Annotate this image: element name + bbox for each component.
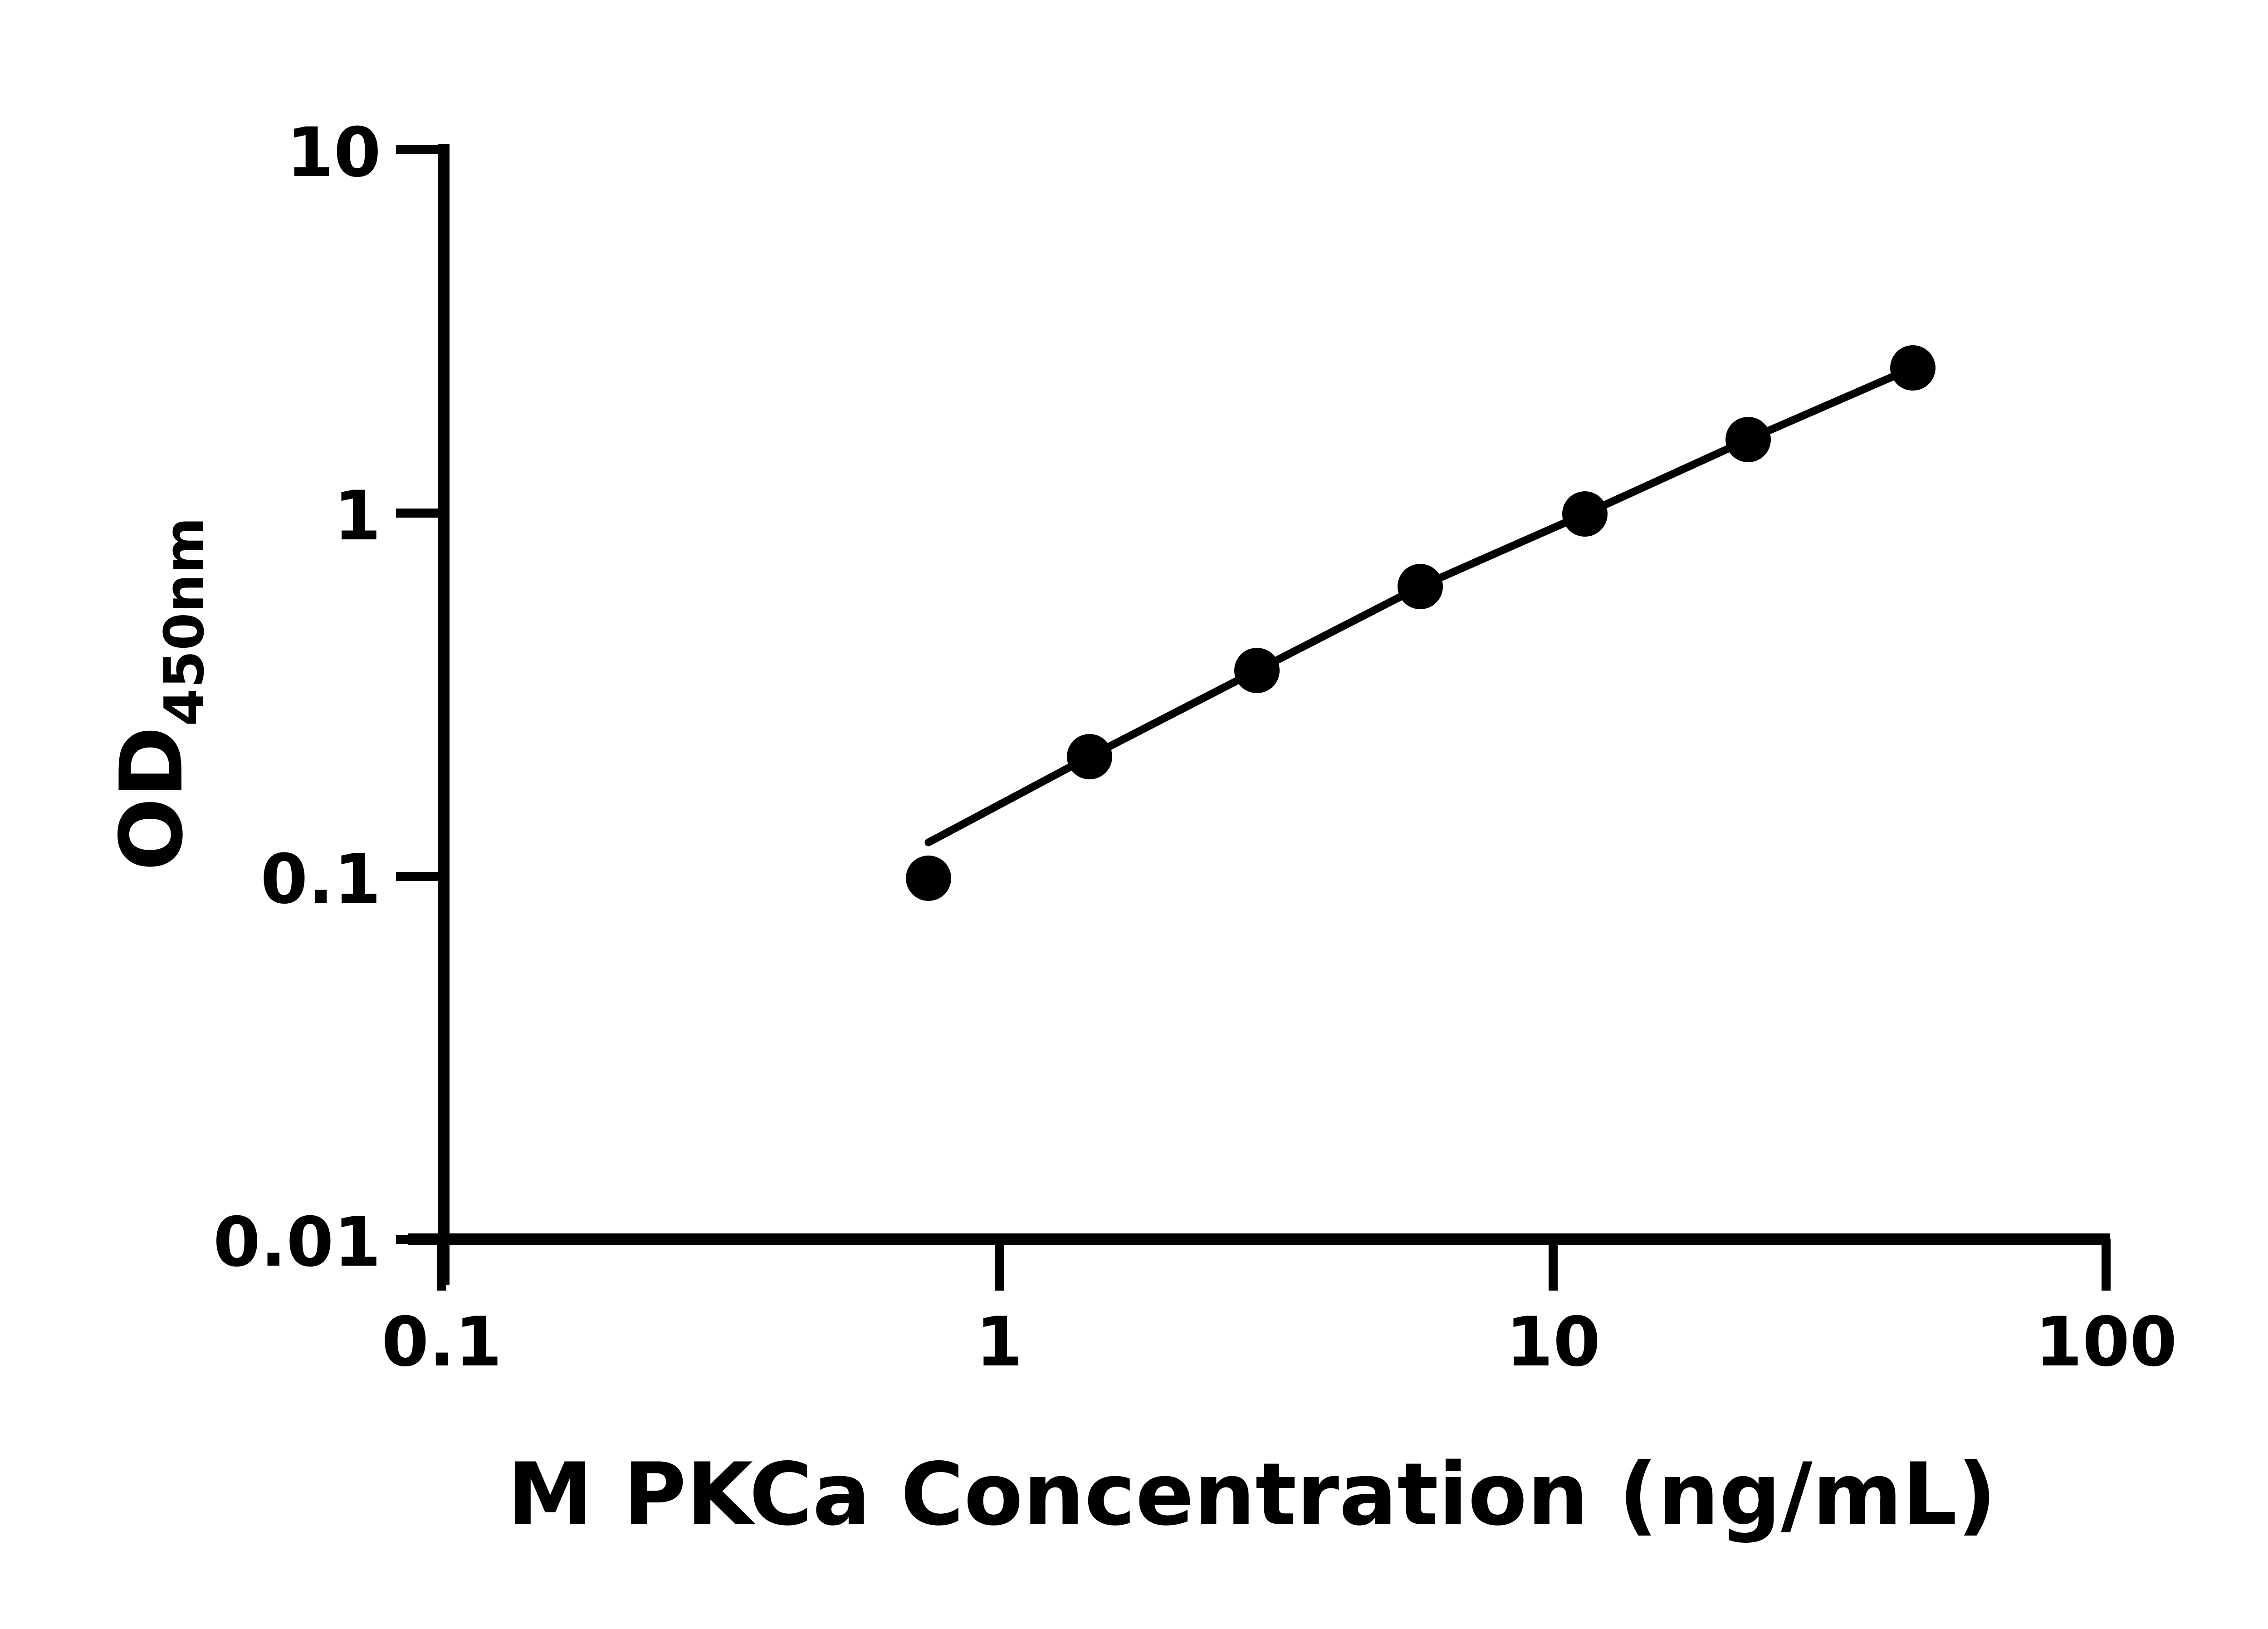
y-tick-label-1: 1 [334,477,381,556]
data-point-6 [1725,417,1771,462]
data-markers [906,345,1936,901]
y-axis-title-main: OD [102,726,202,871]
data-point-4 [1398,564,1443,609]
data-point-7 [1890,345,1936,391]
data-point-2 [1067,734,1112,779]
data-point-5 [1562,491,1608,537]
y-tick-label-0-1: 0.1 [260,840,381,919]
y-tick-label-0-01: 0.01 [213,1203,381,1282]
x-axis-title: M PKCa Concentration (ng/mL) [508,1444,1997,1545]
y-axis-title-sub: 450nm [153,517,216,726]
x-tick-label-1: 1 [976,1303,1023,1382]
y-axis-ticks [396,145,444,1244]
x-tick-label-100: 100 [2035,1303,2177,1382]
x-axis-ticks [437,1239,2111,1291]
x-tick-label-0-1: 0.1 [381,1303,502,1382]
y-axis-title-text: OD450nm [102,517,216,871]
x-tick-label-10: 10 [1506,1303,1601,1382]
data-point-1 [906,856,951,901]
data-point-3 [1234,648,1280,693]
y-tick-label-10: 10 [286,113,381,192]
y-axis-title: OD450nm [102,517,216,871]
